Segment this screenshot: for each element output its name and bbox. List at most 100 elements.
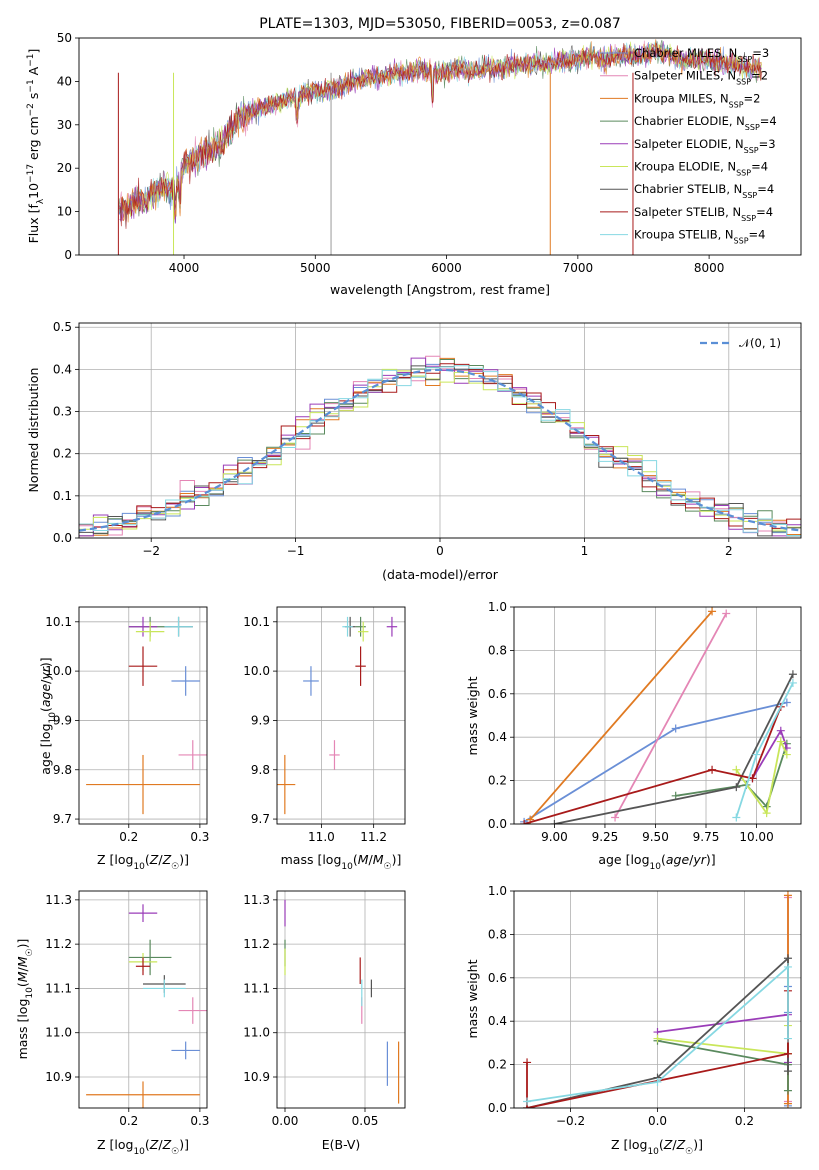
weight-marker: [523, 1058, 532, 1067]
weight-marker: [523, 1097, 532, 1106]
axes-weight-vs-Z: −0.2 0.0 0.2 0.0 0.2 0.4 0.6 0.8 1.0: [488, 884, 802, 1128]
weight-marker: [788, 670, 797, 679]
x-axis-label: age [log10(age/yr)]: [598, 852, 715, 872]
y-tick-label: 0.6: [488, 687, 507, 701]
weight-line: [526, 965, 789, 1103]
legend-text: Salpeter MILES, N: [634, 69, 736, 83]
gridlines: [514, 606, 801, 825]
label-part: log: [630, 852, 649, 867]
label-part: age: [38, 684, 53, 708]
label-part: yr: [692, 852, 706, 867]
label-part: 10: [647, 1147, 659, 1157]
y-axis-label: age [log10(age/yr)]: [38, 657, 58, 774]
y-tick-label: 10.1: [45, 615, 72, 629]
label-part: /: [672, 1137, 677, 1152]
plot-area: [523, 891, 792, 1108]
plot-area: [277, 616, 398, 815]
label-part: age [: [38, 743, 53, 775]
label-part: )]: [706, 852, 716, 867]
label-part: 10: [26, 183, 41, 199]
weight-marker: [776, 726, 785, 735]
x-tick-label: 0.00: [272, 1114, 299, 1128]
axes-mass-vs-Z: 0.2 0.3 10.9 11.0 11.1 11.2 11.3: [45, 890, 209, 1128]
legend-sub: SSP: [736, 168, 751, 177]
label-part: (: [15, 982, 30, 987]
axes-frame: [78, 606, 208, 825]
x-axis-label: Z [log10(Z/Z☉)]: [611, 1137, 703, 1157]
plot-area: [86, 904, 207, 1108]
y-tick-label: 11.2: [243, 937, 270, 951]
weight-marker: [788, 678, 797, 687]
label-part: Z: [162, 1137, 172, 1152]
legend-text: Salpeter ELODIE, N: [634, 137, 744, 151]
plot-area: [284, 899, 400, 1104]
y-tick-label: 10: [57, 205, 72, 219]
label-part: log: [628, 1137, 647, 1152]
y-tick-label: 0.0: [488, 1101, 507, 1115]
legend-text: Chabrier ELODIE, N: [634, 114, 745, 128]
y-axis-label: Flux [fλ10−17 erg cm−2 s−1 A−1]: [26, 49, 46, 244]
y-tick-label: 0.0: [488, 817, 507, 831]
weight-line: [523, 706, 782, 824]
weight-marker: [783, 962, 792, 971]
histogram-series: [79, 363, 801, 529]
x-tick-label: 9.25: [592, 830, 619, 844]
label-part: −2: [26, 103, 36, 116]
y-tick-label: 1.0: [488, 884, 507, 898]
label-part: ]: [26, 49, 41, 54]
label-part: (: [38, 707, 53, 712]
label-part: )]: [693, 1137, 703, 1152]
y-tick-label: 9.7: [53, 812, 72, 826]
weight-line: [554, 673, 794, 824]
y-tick-label: 9.9: [53, 713, 72, 727]
legend-sub: SSP: [744, 145, 759, 154]
y-tick-label: 9.8: [53, 763, 72, 777]
axes-spectrum: 4000 5000 6000 7000 8000 0 10 20 30 40 50: [57, 31, 802, 275]
weight-marker: [783, 954, 792, 963]
label-part: )]: [392, 852, 402, 867]
label-part: ☉: [384, 862, 392, 872]
legend-tail: =3: [759, 137, 776, 151]
x-axis-label: wavelength [Angstrom, rest frame]: [330, 282, 550, 297]
label-part: Z [: [611, 1137, 628, 1152]
y-tick-label: 20: [57, 161, 72, 175]
weight-marker: [732, 765, 741, 774]
weight-marker: [611, 813, 620, 822]
x-tick-label: −0.2: [556, 1114, 585, 1128]
y-tick-label: 1.0: [488, 600, 507, 614]
y-tick-label: 0.0: [53, 531, 72, 545]
legend-text: Kroupa ELODIE, N: [634, 160, 736, 174]
y-tick-label: 10.1: [243, 615, 270, 629]
label-part: ☉: [171, 1147, 179, 1157]
legend-label: Chabrier ELODIE, NSSP=4: [634, 114, 777, 132]
label-part: age [: [598, 852, 630, 867]
weight-marker: [782, 750, 791, 759]
label-part: A: [26, 66, 41, 79]
x-tick-label: −2: [142, 544, 160, 558]
x-tick-label: 0.3: [190, 1114, 209, 1128]
weight-line: [529, 610, 713, 821]
label-part: Z: [676, 1137, 686, 1152]
label-part: 10: [133, 862, 145, 872]
weight-marker: [783, 1034, 792, 1043]
x-tick-label: 0: [436, 544, 444, 558]
legend-tail: =4: [760, 114, 777, 128]
weight-marker: [732, 813, 741, 822]
y-axis-label: mass [log10(M/M☉)]: [15, 939, 35, 1060]
weight-line: [657, 1013, 789, 1063]
legend-text: Kroupa STELIB, N: [634, 228, 734, 242]
label-part: ☉: [171, 862, 179, 872]
legend-label: Salpeter STELIB, NSSP=4: [634, 205, 773, 223]
legend-tail: =4: [751, 160, 768, 174]
label-part: M: [358, 852, 369, 867]
weight-marker: [776, 737, 785, 746]
legend-tail: =4: [749, 228, 766, 242]
weight-marker: [708, 765, 717, 774]
label-part: 10: [25, 987, 35, 999]
plot-area: [79, 355, 801, 537]
y-tick-label: 0.1: [53, 489, 72, 503]
label-part: −1: [26, 54, 36, 67]
axes-age-vs-Z: 0.2 0.3 9.7 9.8 9.9 10.0 10.1: [45, 606, 209, 844]
x-tick-label: −1: [287, 544, 305, 558]
